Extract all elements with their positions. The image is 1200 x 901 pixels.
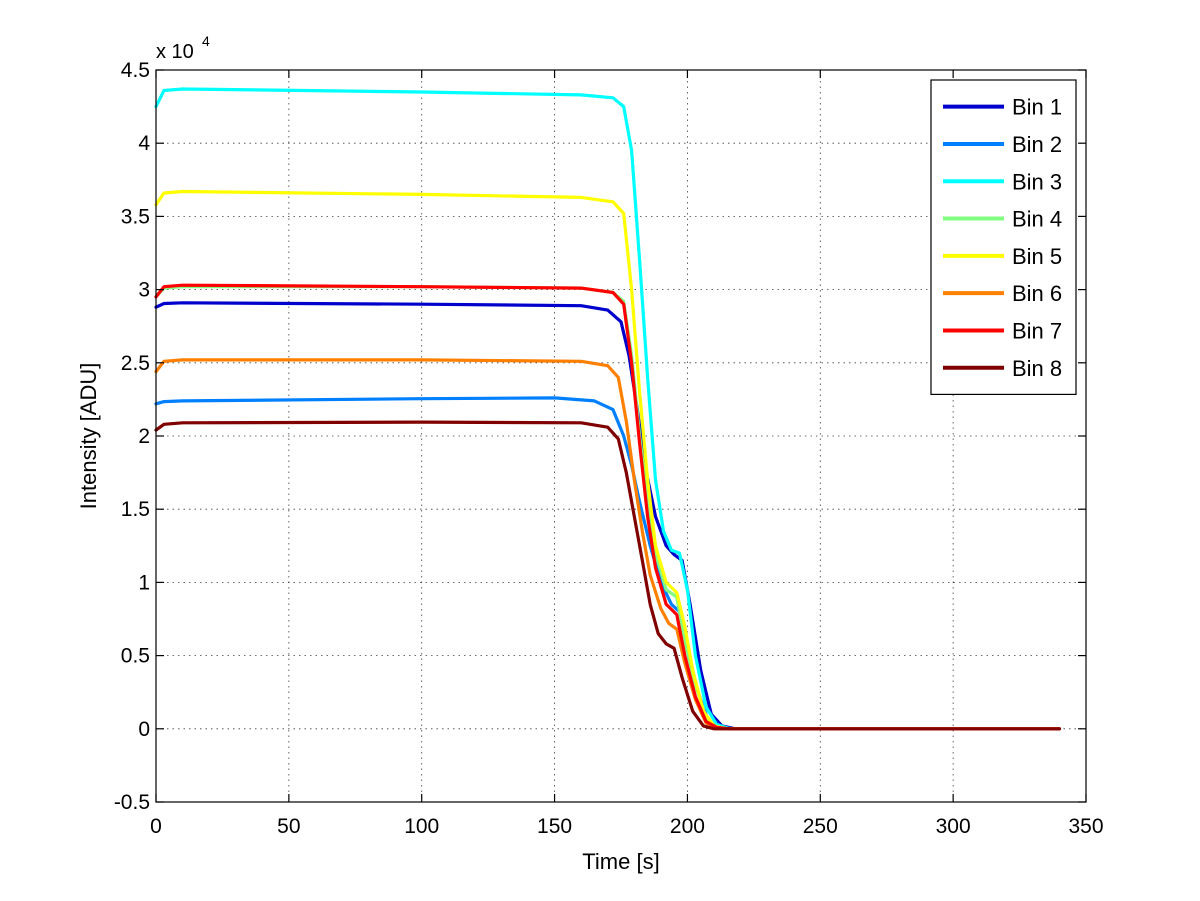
y-tick-label: 0.5 <box>121 645 150 668</box>
series-line-bin-8 <box>154 420 1062 731</box>
x-axis-title: Time [s] <box>582 849 659 874</box>
y-tick-label: 1 <box>138 571 150 594</box>
x-tick-label: 0 <box>150 815 162 838</box>
legend: Bin 1 Bin 2 Bin 3 Bin 4 Bin 5 Bin 6 Bin 7 Bin 8 <box>930 79 1077 395</box>
legend-label-bin-3: Bin 3 <box>1012 169 1062 194</box>
legend-label-bin-7: Bin 7 <box>1012 318 1062 343</box>
y-tick-label: 3 <box>138 279 150 302</box>
y-tick-label: 2 <box>138 425 150 448</box>
x-tick-label: 200 <box>670 815 705 838</box>
y-tick-label: 4 <box>138 132 150 155</box>
y-tick-label: 0 <box>138 718 150 741</box>
series-line-bin-1 <box>154 301 1062 731</box>
legend-box <box>930 79 1077 395</box>
series-line-bin-3 <box>154 87 1062 731</box>
y-tick-label: 1.5 <box>121 498 150 521</box>
x-tick-label: 50 <box>277 815 300 838</box>
legend-label-bin-8: Bin 8 <box>1012 356 1062 381</box>
legend-label-bin-6: Bin 6 <box>1012 281 1062 306</box>
x-tick-label: 350 <box>1068 815 1103 838</box>
y-tick-label: 2.5 <box>121 352 150 375</box>
y-tick-label: -0.5 <box>114 791 150 814</box>
legend-label-bin-4: Bin 4 <box>1012 207 1062 232</box>
series-layer <box>154 87 1062 731</box>
legend-label-bin-1: Bin 1 <box>1012 95 1062 120</box>
x-tick-label: 300 <box>936 815 971 838</box>
y-tick-label: 3.5 <box>121 205 150 228</box>
x-tick-label: 100 <box>404 815 439 838</box>
series-line-bin-7 <box>154 283 1062 731</box>
x-tick-label: 150 <box>537 815 572 838</box>
y-tick-label: 4.5 <box>121 59 150 82</box>
y-exponent-power: 4 <box>202 33 210 49</box>
axis-ticks <box>155 69 1087 803</box>
axis-tick-labels: 0 50 100 150 200 250 300 350-0.500.511.522.533.… <box>114 59 1104 838</box>
legend-label-bin-5: Bin 5 <box>1012 244 1062 269</box>
x-tick-label: 250 <box>803 815 838 838</box>
legend-label-bin-2: Bin 2 <box>1012 132 1062 157</box>
y-exponent-label: x 10 <box>156 41 194 63</box>
y-axis-title: Intensity [ADU] <box>76 363 101 510</box>
